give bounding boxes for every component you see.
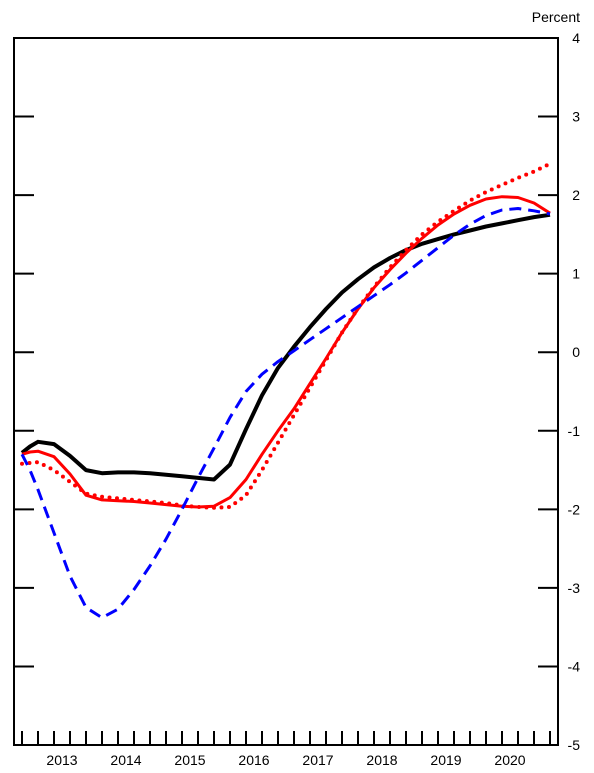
x-tick-label: 2018 [366,752,397,768]
x-tick-label: 2016 [238,752,269,768]
series-line-3 [20,161,552,510]
x-tick-label: 2019 [430,752,461,768]
y-tick-label: 3 [572,109,580,125]
y-tick-label: -3 [568,580,581,596]
plot-frame [13,37,559,746]
y-tick-label: 4 [572,30,580,46]
y-tick-label: -2 [568,501,581,517]
x-tick-label: 2013 [46,752,77,768]
series-line-1 [20,212,551,482]
y-tick-label: -1 [568,423,581,439]
series-line-4 [20,207,551,620]
y-tick-label: -5 [568,737,581,753]
x-tick-label: 2015 [174,752,205,768]
x-tick-label: 2017 [302,752,333,768]
x-tick-label: 2014 [110,752,141,768]
y-tick-label: 1 [572,266,580,282]
y-tick-label: 0 [572,344,580,360]
axis-layer: 4 3 2 1 0 -1 -2 -3 -4 -5 2013 2014 2015 2016 2017 2018 2… [14,30,580,768]
y-tick-label: -4 [568,658,581,674]
y-tick-label: 2 [572,187,580,203]
series-line-2 [21,195,551,509]
x-tick-label: 2020 [494,752,525,768]
y-axis-unit-label: Percent [532,9,580,25]
series-layer [20,161,552,620]
